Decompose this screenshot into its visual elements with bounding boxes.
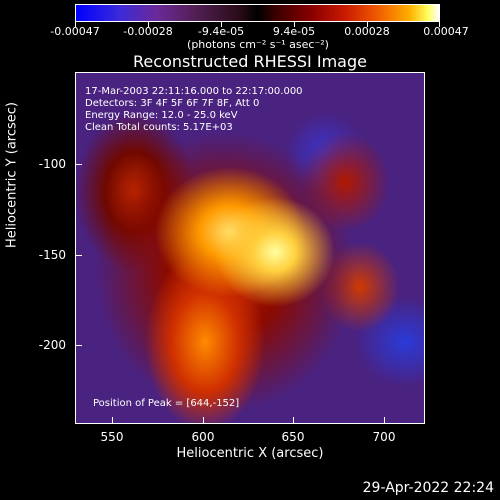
colorbar-tick	[221, 22, 222, 27]
x-tick-label: 550	[100, 430, 124, 444]
y-tick-label: -150	[38, 248, 66, 262]
y-tick-label: -200	[38, 338, 66, 352]
x-axis-label: Heliocentric X (arcsec)	[176, 446, 324, 461]
colorbar-tick-label: 0.00028	[344, 25, 390, 38]
colorbar-tick-label: -0.00047	[50, 25, 100, 38]
colorbar-tick	[148, 22, 149, 27]
colorbar-tick	[439, 22, 440, 27]
info-time-range: 17-Mar-2003 22:11:16.000 to 22:17:00.000	[85, 86, 303, 97]
x-tick-label: 600	[191, 430, 215, 444]
y-tick	[75, 255, 82, 256]
x-tick	[203, 417, 204, 424]
colorbar-tick-label: 9.4e-05	[272, 25, 316, 38]
colorbar-tick	[294, 22, 295, 27]
colorbar-tick-label: -0.00028	[123, 25, 173, 38]
colorbar-tick	[367, 22, 368, 27]
y-tick	[75, 345, 82, 346]
colorbar-tick	[75, 22, 76, 27]
timestamp: 29-Apr-2022 22:24	[362, 480, 494, 496]
info-method-counts: Clean Total counts: 5.17E+03	[85, 122, 233, 133]
info-detectors: Detectors: 3F 4F 5F 6F 7F 8F, Att 0	[85, 98, 260, 109]
x-tick	[384, 417, 385, 424]
colorbar	[75, 4, 440, 22]
y-tick-label: -100	[38, 157, 66, 171]
x-tick	[112, 417, 113, 424]
info-peak-position: Position of Peak = [644,-152]	[93, 398, 240, 409]
info-energy-range: Energy Range: 12.0 - 25.0 keV	[85, 110, 238, 121]
x-tick-label: 650	[281, 430, 305, 444]
x-tick-label: 700	[372, 430, 396, 444]
plot-title: Reconstructed RHESSI Image	[133, 52, 367, 71]
y-axis-label: Heliocentric Y (arcsec)	[4, 102, 20, 248]
colorbar-unit-label: (photons cm⁻² s⁻¹ asec⁻²)	[187, 38, 329, 51]
x-tick	[293, 417, 294, 424]
solar-image: 17-Mar-2003 22:11:16.000 to 22:17:00.000…	[75, 72, 425, 424]
colorbar-tick-label: 0.00047	[423, 25, 469, 38]
colorbar-tick-label: -9.4e-05	[197, 25, 245, 38]
y-tick	[75, 164, 82, 165]
